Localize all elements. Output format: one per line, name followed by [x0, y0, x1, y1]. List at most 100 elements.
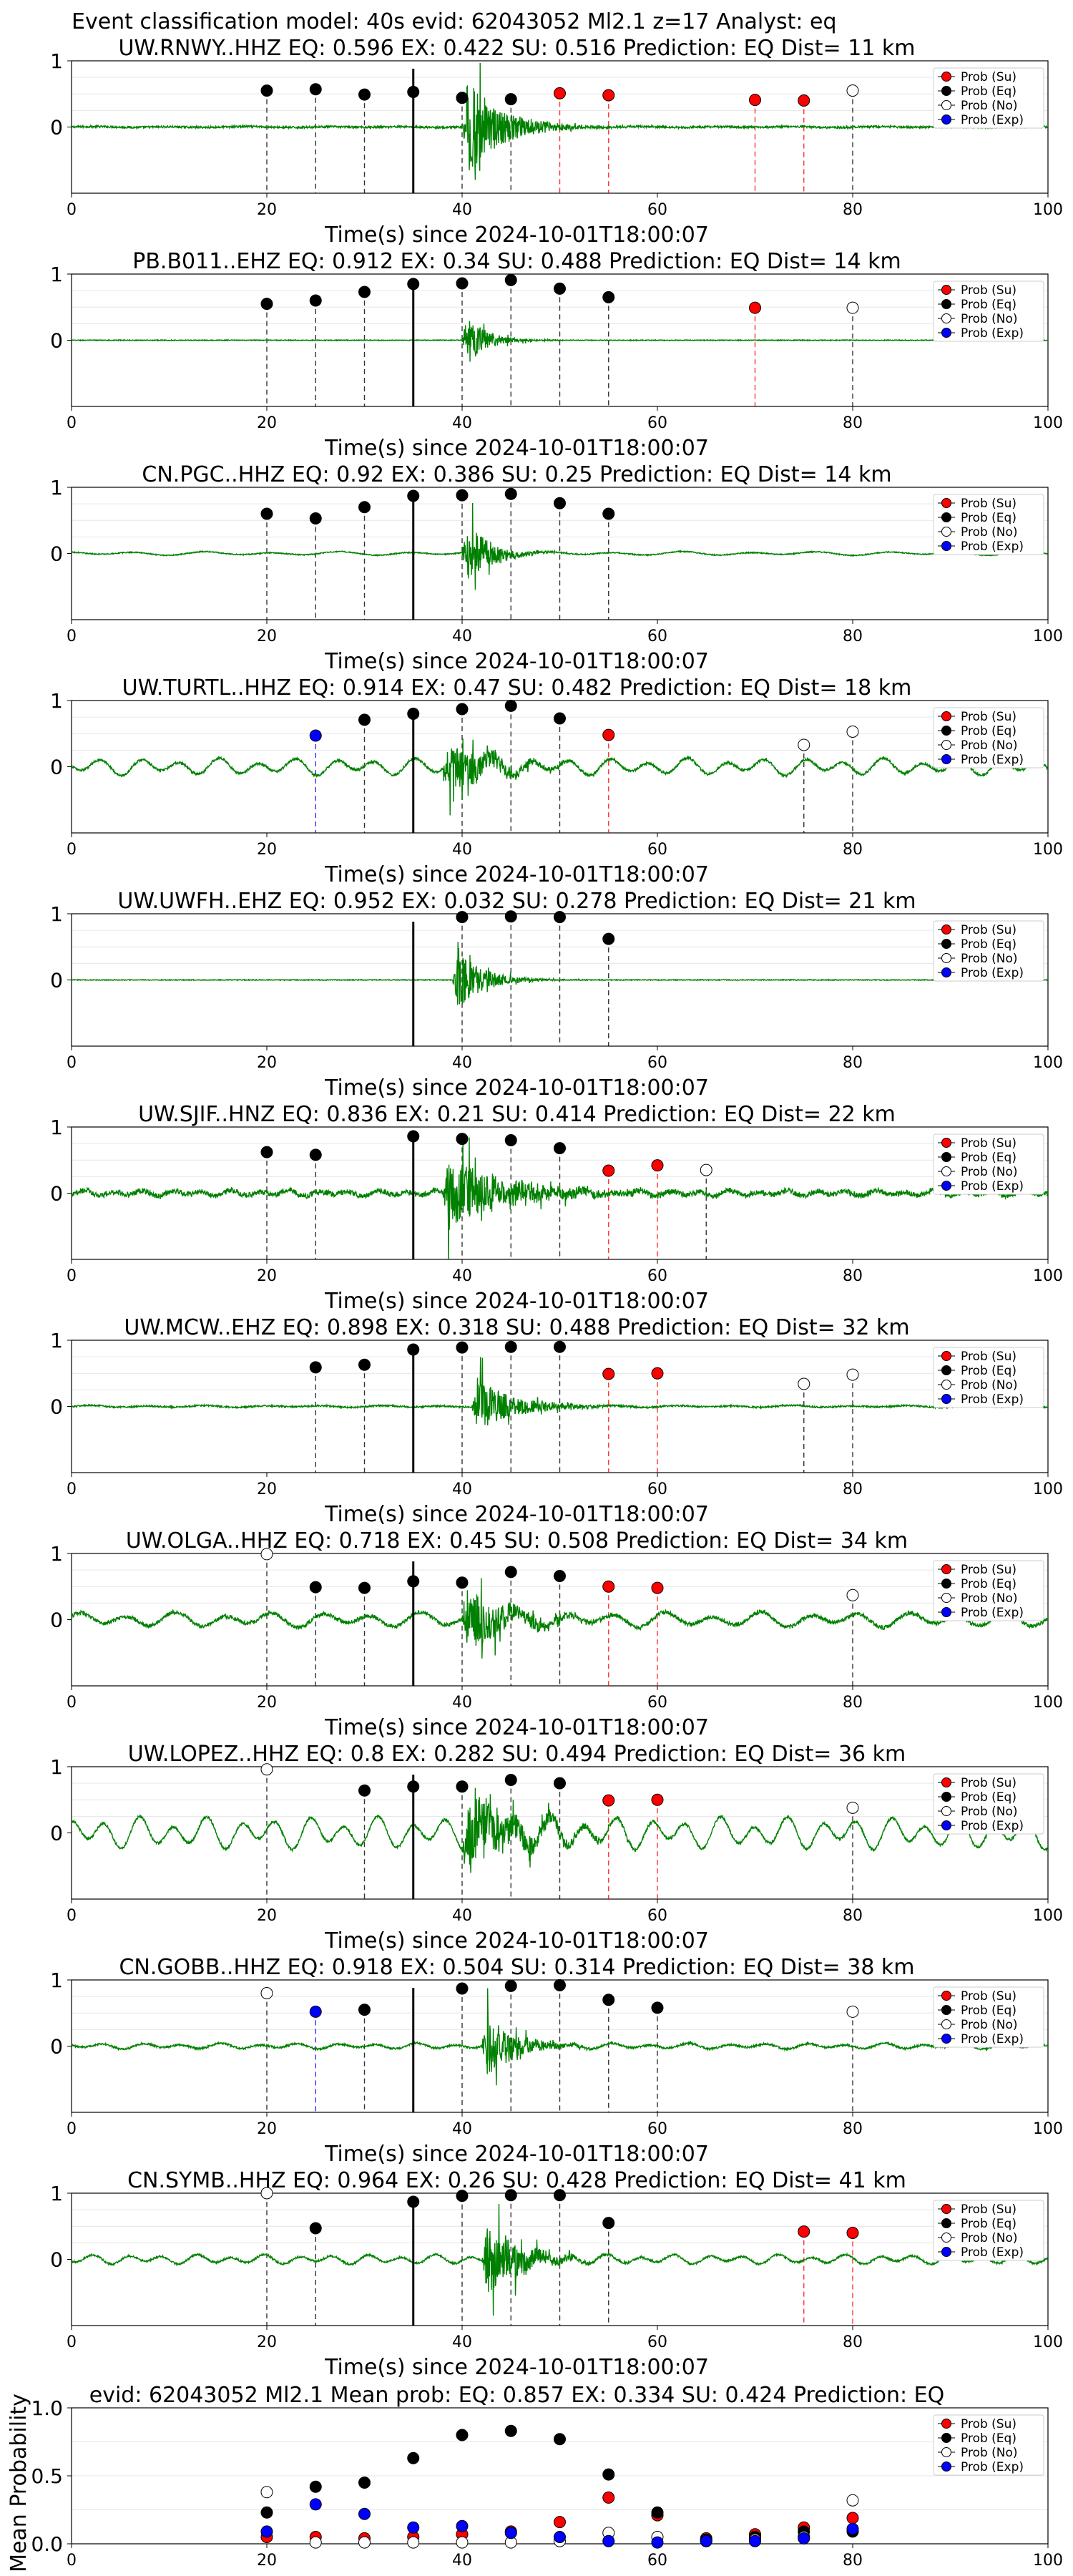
mean-point-exp — [358, 2507, 371, 2520]
waveform — [72, 1988, 1048, 2086]
legend-label-eq: Prob (Eq) — [961, 1577, 1016, 1591]
prob-point-eq — [309, 1148, 322, 1161]
prob-point-no — [260, 1548, 273, 1561]
mean-point-exp — [700, 2534, 712, 2547]
legend-marker-no — [941, 953, 951, 963]
x-axis-label: Time(s) since 2024-10-01T18:00:07 — [324, 1928, 709, 1953]
prob-point-su — [651, 1159, 664, 1172]
x-tick-label: 20 — [257, 1267, 277, 1285]
prob-point-eq — [260, 1146, 273, 1158]
prob-point-eq — [554, 1340, 566, 1353]
legend-marker-exp — [941, 328, 951, 338]
prob-point-eq — [309, 1581, 322, 1594]
prob-point-eq — [456, 489, 469, 502]
legend-marker-su — [941, 285, 951, 295]
legend-label-eq: Prob (Eq) — [961, 1151, 1016, 1165]
legend-marker-eq — [941, 1152, 951, 1162]
legend-label-eq: Prob (Eq) — [961, 1364, 1016, 1378]
x-tick-label: 40 — [452, 414, 472, 432]
x-tick-label: 100 — [1033, 841, 1063, 859]
legend-marker-su — [941, 72, 951, 82]
prob-point-eq — [602, 2217, 615, 2230]
prob-point-eq — [407, 708, 420, 720]
x-tick-label: 60 — [647, 1907, 667, 1925]
x-tick-label: 80 — [843, 2333, 863, 2351]
mean-point-exp — [260, 2525, 273, 2538]
mean-point-exp — [309, 2498, 322, 2511]
legend-marker-no — [941, 2019, 951, 2029]
prob-point-su — [602, 1367, 615, 1380]
x-tick-label: 0 — [67, 2552, 77, 2570]
x-tick-label: 20 — [257, 1907, 277, 1925]
prob-point-eq — [554, 1777, 566, 1790]
mean-point-su — [602, 2491, 615, 2504]
x-tick-label: 40 — [452, 628, 472, 645]
prob-point-su — [749, 301, 761, 314]
legend-marker-eq — [941, 512, 951, 522]
legend-marker-exp — [941, 1394, 951, 1404]
prob-point-eq — [456, 92, 469, 104]
legend-box — [933, 1773, 1044, 1835]
prob-point-eq — [456, 911, 469, 924]
mean-point-exp — [504, 2527, 517, 2540]
figure-title: Event classification model: 40s evid: 62… — [72, 9, 837, 34]
legend-box — [933, 1986, 1044, 2048]
legend-marker-no — [941, 100, 951, 110]
legend-label-su: Prob (Su) — [961, 1776, 1016, 1790]
x-tick-label: 60 — [647, 2120, 667, 2138]
x-tick-label: 0 — [67, 841, 77, 859]
legend-marker-exp — [941, 541, 951, 551]
waveform — [72, 1357, 1048, 1426]
x-tick-label: 60 — [647, 414, 667, 432]
prob-point-su — [602, 1794, 615, 1807]
legend-marker-eq — [941, 299, 951, 309]
x-tick-label: 100 — [1033, 628, 1063, 645]
y-tick-label: 0 — [50, 329, 63, 353]
station-panel: UW.RNWY..HHZ EQ: 0.596 EX: 0.422 SU: 0.5… — [50, 36, 1063, 248]
mean-point-eq — [456, 2429, 469, 2441]
prob-point-su — [798, 94, 810, 107]
legend-marker-eq — [941, 2005, 951, 2015]
x-tick-label: 100 — [1033, 2552, 1063, 2570]
legend-label-eq: Prob (Eq) — [961, 724, 1016, 738]
x-axis-label: Time(s) since 2024-10-01T18:00:07 — [324, 223, 709, 248]
prob-point-eq — [309, 83, 322, 96]
legend-label-no: Prob (No) — [961, 2018, 1018, 2032]
x-tick-label: 60 — [647, 1694, 667, 1712]
x-tick-label: 0 — [67, 201, 77, 219]
x-tick-label: 100 — [1033, 1054, 1063, 1072]
x-tick-label: 100 — [1033, 1694, 1063, 1712]
y-axis-label: Mean Probability — [6, 2394, 31, 2572]
prob-point-eq — [407, 1780, 420, 1793]
prob-point-eq — [456, 1133, 469, 1146]
prob-point-eq — [456, 1982, 469, 1995]
x-tick-label: 80 — [843, 1694, 863, 1712]
waveform — [72, 321, 1048, 362]
legend-box — [933, 280, 1044, 342]
waveform — [72, 1787, 1048, 1873]
waveform — [72, 1578, 1048, 1659]
legend-label-exp: Prob (Exp) — [961, 2032, 1024, 2046]
prob-point-eq — [456, 1341, 469, 1354]
prob-point-eq — [358, 286, 371, 298]
y-tick-label: 0 — [50, 1822, 63, 1845]
legend-marker-exp — [941, 2462, 951, 2472]
mean-point-exp — [798, 2532, 810, 2545]
mean-point-no — [846, 2494, 859, 2507]
legend-marker-no — [941, 527, 951, 537]
mean-point-exp — [554, 2531, 566, 2543]
legend-label-su: Prob (Su) — [961, 283, 1016, 298]
waveform — [72, 2203, 1048, 2316]
prob-point-eq — [504, 2189, 517, 2202]
prob-point-eq — [456, 703, 469, 716]
x-tick-label: 20 — [257, 2120, 277, 2138]
x-axis-label: Time(s) since 2024-10-01T18:00:07 — [324, 649, 709, 674]
prob-point-no — [798, 1377, 810, 1390]
x-tick-label: 80 — [843, 2552, 863, 2570]
legend-marker-eq — [941, 939, 951, 949]
x-tick-label: 0 — [67, 628, 77, 645]
x-tick-label: 40 — [452, 841, 472, 859]
panel-title: CN.GOBB..HHZ EQ: 0.918 EX: 0.504 SU: 0.3… — [119, 1955, 914, 1980]
x-tick-label: 0 — [67, 1907, 77, 1925]
prob-point-eq — [260, 84, 273, 97]
